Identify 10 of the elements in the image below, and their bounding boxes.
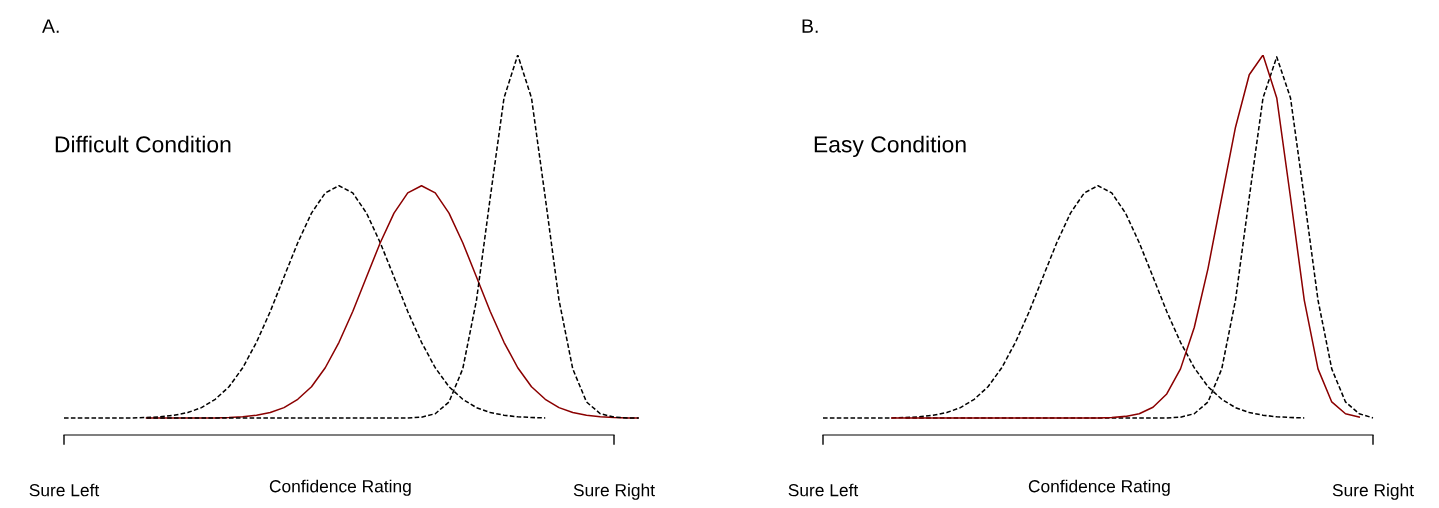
x-axis-title: Confidence Rating (269, 479, 411, 496)
x-tick-label: Sure Left (788, 483, 859, 497)
chart-title: B. (802, 19, 818, 33)
annotation: Easy Condition (814, 135, 966, 158)
annotation: Difficult Condition (55, 135, 231, 153)
x-axis-title: Confidence Rating (1028, 479, 1170, 496)
x-tick-label: Sure Right (573, 483, 655, 500)
x-tick-label: Sure Right (1332, 483, 1414, 500)
chart-title: A. (42, 19, 59, 33)
x-tick-label: Sure Left (29, 483, 100, 497)
